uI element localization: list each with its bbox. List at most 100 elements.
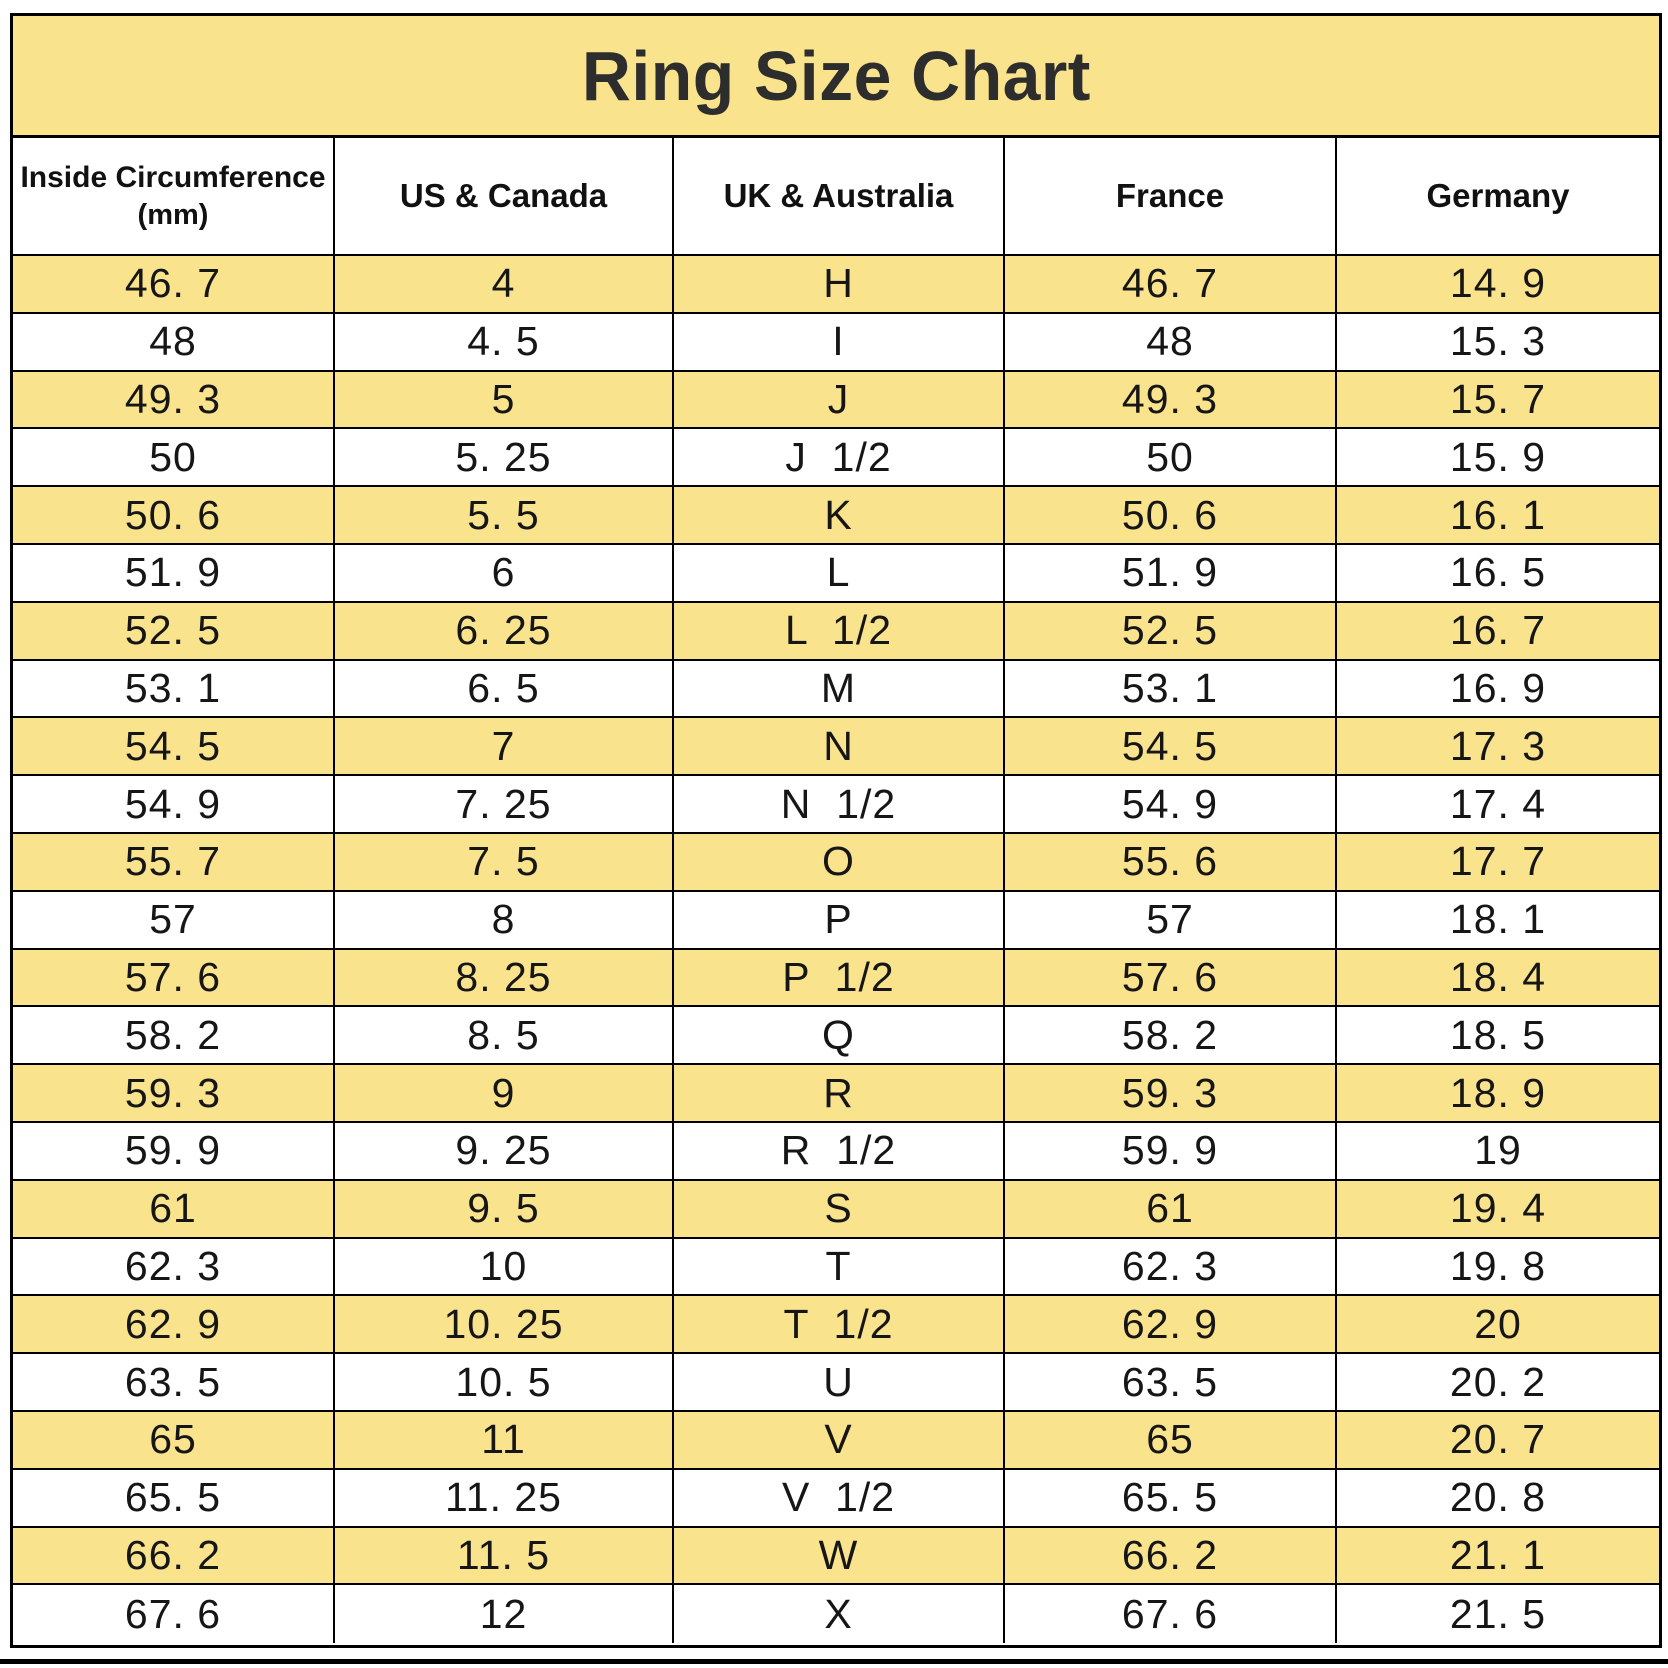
- table-cell: 8: [335, 891, 674, 950]
- table-cell: T 1/2: [674, 1296, 1005, 1355]
- table-cell: 18. 1: [1337, 891, 1659, 950]
- table-cell: 16. 5: [1337, 544, 1659, 603]
- column-header-france: France: [1005, 138, 1337, 256]
- table-cell: 61: [1005, 1180, 1337, 1239]
- table-cell: 6: [335, 544, 674, 603]
- table-cell: 54. 9: [1005, 776, 1337, 834]
- table-cell: 15. 7: [1337, 371, 1659, 430]
- table-cell: 14. 9: [1337, 256, 1659, 314]
- column-header-inside-circumference: Inside Circumference (mm): [13, 138, 335, 256]
- table-cell: 54. 9: [13, 776, 335, 834]
- table-cell: L: [674, 544, 1005, 603]
- table-cell: 61: [13, 1180, 335, 1239]
- table-cell: 57: [1005, 891, 1337, 950]
- table-cell: 50. 6: [1005, 487, 1337, 545]
- table-cell: J: [674, 371, 1005, 430]
- table-cell: 50. 6: [13, 487, 335, 545]
- table-cell: 65. 5: [1005, 1469, 1337, 1528]
- table-cell: N 1/2: [674, 776, 1005, 834]
- table-cell: 57. 6: [1005, 949, 1337, 1008]
- table-cell: 46. 7: [13, 256, 335, 314]
- table-cell: 48: [13, 313, 335, 372]
- table-cell: Q: [674, 1007, 1005, 1066]
- table-cell: 5: [335, 371, 674, 430]
- table-cell: 62. 9: [1005, 1296, 1337, 1355]
- table-cell: I: [674, 313, 1005, 372]
- table-cell: 18. 9: [1337, 1065, 1659, 1123]
- table-cell: 65. 5: [13, 1469, 335, 1528]
- table-cell: 55. 7: [13, 833, 335, 892]
- table-cell: T: [674, 1238, 1005, 1297]
- table-cell: H: [674, 256, 1005, 314]
- table-cell: 21. 5: [1337, 1585, 1659, 1644]
- table-cell: 7. 5: [335, 833, 674, 892]
- table-cell: 4. 5: [335, 313, 674, 372]
- table-cell: 65: [1005, 1411, 1337, 1470]
- table-cell: 12: [335, 1585, 674, 1644]
- table-cell: 15. 9: [1337, 429, 1659, 488]
- table-cell: 67. 6: [13, 1585, 335, 1644]
- table-cell: 16. 7: [1337, 602, 1659, 661]
- table-cell: 19. 8: [1337, 1238, 1659, 1297]
- table-cell: V: [674, 1411, 1005, 1470]
- table-cell: R: [674, 1065, 1005, 1123]
- table-cell: 7: [335, 718, 674, 777]
- column-header-line2: (mm): [137, 198, 209, 231]
- table-cell: 11. 5: [335, 1527, 674, 1586]
- column-header-uk-australia: UK & Australia: [674, 138, 1005, 256]
- table-cell: 9. 25: [335, 1122, 674, 1181]
- table-cell: 6. 25: [335, 602, 674, 661]
- table-cell: 53. 1: [1005, 660, 1337, 719]
- bottom-border-bar: [0, 1659, 1668, 1664]
- table-cell: 10. 5: [335, 1354, 674, 1412]
- table-cell: 10: [335, 1238, 674, 1297]
- table-cell: 11. 25: [335, 1469, 674, 1528]
- table-cell: 8. 5: [335, 1007, 674, 1066]
- table-cell: 59. 9: [1005, 1122, 1337, 1181]
- table-cell: 16. 9: [1337, 660, 1659, 719]
- table-cell: 66. 2: [13, 1527, 335, 1586]
- table-cell: 59. 3: [13, 1065, 335, 1123]
- table-cell: P: [674, 891, 1005, 950]
- table-cell: U: [674, 1354, 1005, 1412]
- table-cell: O: [674, 833, 1005, 892]
- page-title: Ring Size Chart: [581, 36, 1091, 115]
- table-cell: 17. 4: [1337, 776, 1659, 834]
- table-cell: 18. 4: [1337, 949, 1659, 1008]
- table-cell: 6. 5: [335, 660, 674, 719]
- table-cell: 57. 6: [13, 949, 335, 1008]
- table-cell: 49. 3: [1005, 371, 1337, 430]
- table-cell: 4: [335, 256, 674, 314]
- table-cell: 10. 25: [335, 1296, 674, 1355]
- table-cell: 5. 5: [335, 487, 674, 545]
- table-cell: 11: [335, 1411, 674, 1470]
- table-cell: 62. 9: [13, 1296, 335, 1355]
- table-cell: V 1/2: [674, 1469, 1005, 1528]
- table-cell: 20: [1337, 1296, 1659, 1355]
- table-cell: W: [674, 1527, 1005, 1586]
- table-cell: 17. 3: [1337, 718, 1659, 777]
- table-cell: 19. 4: [1337, 1180, 1659, 1239]
- table-cell: 49. 3: [13, 371, 335, 430]
- table-cell: 52. 5: [1005, 602, 1337, 661]
- table-cell: 18. 5: [1337, 1007, 1659, 1066]
- table-cell: 51. 9: [13, 544, 335, 603]
- table-cell: L 1/2: [674, 602, 1005, 661]
- table-cell: 50: [1005, 429, 1337, 488]
- table-cell: 51. 9: [1005, 544, 1337, 603]
- table-cell: 50: [13, 429, 335, 488]
- table-cell: 58. 2: [1005, 1007, 1337, 1066]
- table-cell: 63. 5: [13, 1354, 335, 1412]
- table-cell: M: [674, 660, 1005, 719]
- table-cell: 59. 9: [13, 1122, 335, 1181]
- table-cell: 52. 5: [13, 602, 335, 661]
- table-cell: 48: [1005, 313, 1337, 372]
- table-cell: 20. 8: [1337, 1469, 1659, 1528]
- table-cell: 9: [335, 1065, 674, 1123]
- table-cell: 17. 7: [1337, 833, 1659, 892]
- table-cell: 46. 7: [1005, 256, 1337, 314]
- table-cell: N: [674, 718, 1005, 777]
- table-cell: X: [674, 1585, 1005, 1644]
- table-cell: 58. 2: [13, 1007, 335, 1066]
